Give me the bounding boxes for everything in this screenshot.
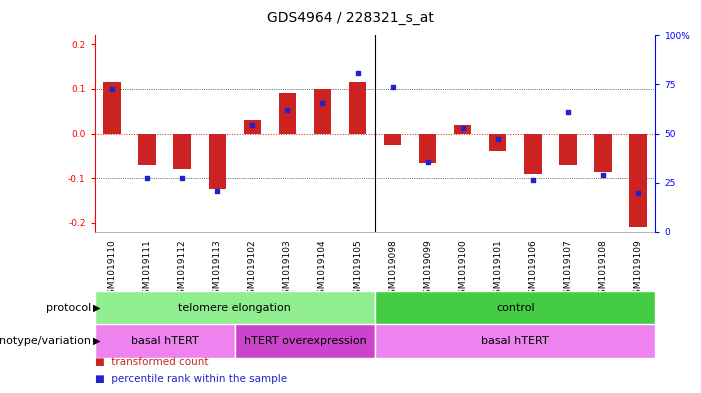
Text: basal hTERT: basal hTERT [131, 336, 198, 346]
Point [632, 189, 644, 196]
Point [597, 172, 608, 178]
Point [527, 177, 538, 183]
Point [177, 175, 188, 182]
Bar [419, 134, 436, 163]
Point [247, 121, 258, 128]
Bar [174, 134, 191, 169]
Point [107, 86, 118, 92]
Text: protocol: protocol [46, 303, 91, 312]
Bar [104, 82, 121, 134]
Bar [629, 134, 647, 228]
Text: ■  percentile rank within the sample: ■ percentile rank within the sample [95, 374, 287, 384]
Point [352, 70, 363, 76]
Point [492, 136, 503, 142]
Bar [349, 82, 367, 134]
Bar [384, 134, 402, 145]
Point [457, 125, 468, 131]
Bar [314, 89, 332, 134]
Text: control: control [496, 303, 535, 312]
Bar [244, 120, 261, 134]
Point [422, 159, 433, 165]
Bar [235, 324, 375, 358]
Text: ▶: ▶ [93, 303, 100, 312]
Bar [95, 324, 235, 358]
Bar [594, 134, 612, 172]
Point [142, 175, 153, 182]
Point [212, 187, 223, 194]
Point [317, 100, 328, 107]
Point [562, 109, 573, 115]
Bar [559, 134, 576, 165]
Point [387, 84, 398, 90]
Point [282, 107, 293, 114]
Bar [209, 134, 226, 189]
Text: genotype/variation: genotype/variation [0, 336, 91, 346]
Text: GDS4964 / 228321_s_at: GDS4964 / 228321_s_at [267, 11, 434, 25]
Bar [375, 291, 655, 324]
Text: hTERT overexpression: hTERT overexpression [243, 336, 367, 346]
Text: basal hTERT: basal hTERT [482, 336, 549, 346]
Bar [375, 324, 655, 358]
Text: ▶: ▶ [93, 336, 100, 346]
Text: telomere elongation: telomere elongation [178, 303, 292, 312]
Bar [95, 291, 375, 324]
Bar [454, 125, 472, 134]
Bar [279, 94, 297, 134]
Bar [524, 134, 542, 174]
Bar [139, 134, 156, 165]
Text: ■  transformed count: ■ transformed count [95, 356, 208, 367]
Bar [489, 134, 506, 151]
